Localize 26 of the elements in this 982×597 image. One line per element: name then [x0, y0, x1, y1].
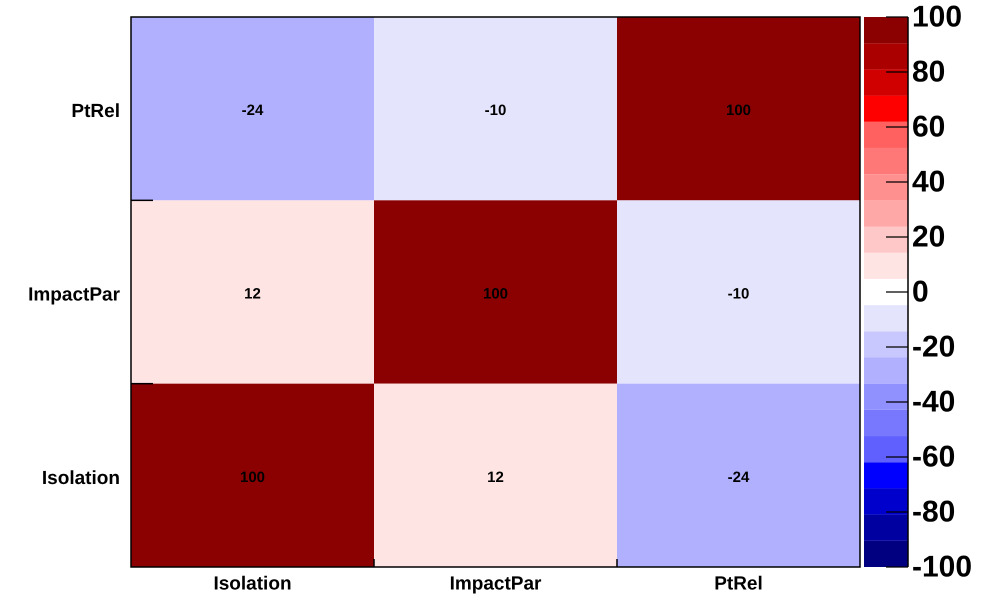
x-tick-label: ImpactPar	[450, 574, 542, 594]
data-label: 12	[244, 286, 261, 302]
color-bar-label: 60	[912, 110, 946, 144]
y-tick-label: ImpactPar	[28, 284, 121, 306]
data-label: -10	[728, 286, 750, 302]
color-bar-label: -40	[912, 386, 956, 418]
color-bar-label: -100	[912, 550, 972, 584]
data-label: 100	[240, 468, 266, 486]
color-bar-label: -20	[912, 330, 956, 364]
y-tick-label: PtRel	[71, 101, 120, 122]
data-label: 100	[482, 286, 508, 302]
color-bar-label: -60	[912, 440, 956, 474]
data-label: 12	[487, 468, 504, 486]
color-bar-label: 20	[912, 220, 946, 254]
data-label: -10	[484, 102, 506, 120]
data-label: -24	[242, 102, 264, 120]
color-bar-label: 100	[912, 0, 962, 34]
color-bar-label: 40	[912, 166, 946, 198]
color-bar-label: 0	[912, 276, 929, 308]
x-tick-label: PtRel	[714, 574, 763, 594]
x-tick-label: Isolation	[213, 574, 292, 594]
y-tick-label: Isolation	[42, 468, 120, 489]
data-label: -24	[728, 468, 750, 486]
data-label: 100	[726, 102, 752, 120]
color-bar-label: 80	[912, 56, 946, 88]
color-bar-label: -80	[912, 496, 956, 528]
